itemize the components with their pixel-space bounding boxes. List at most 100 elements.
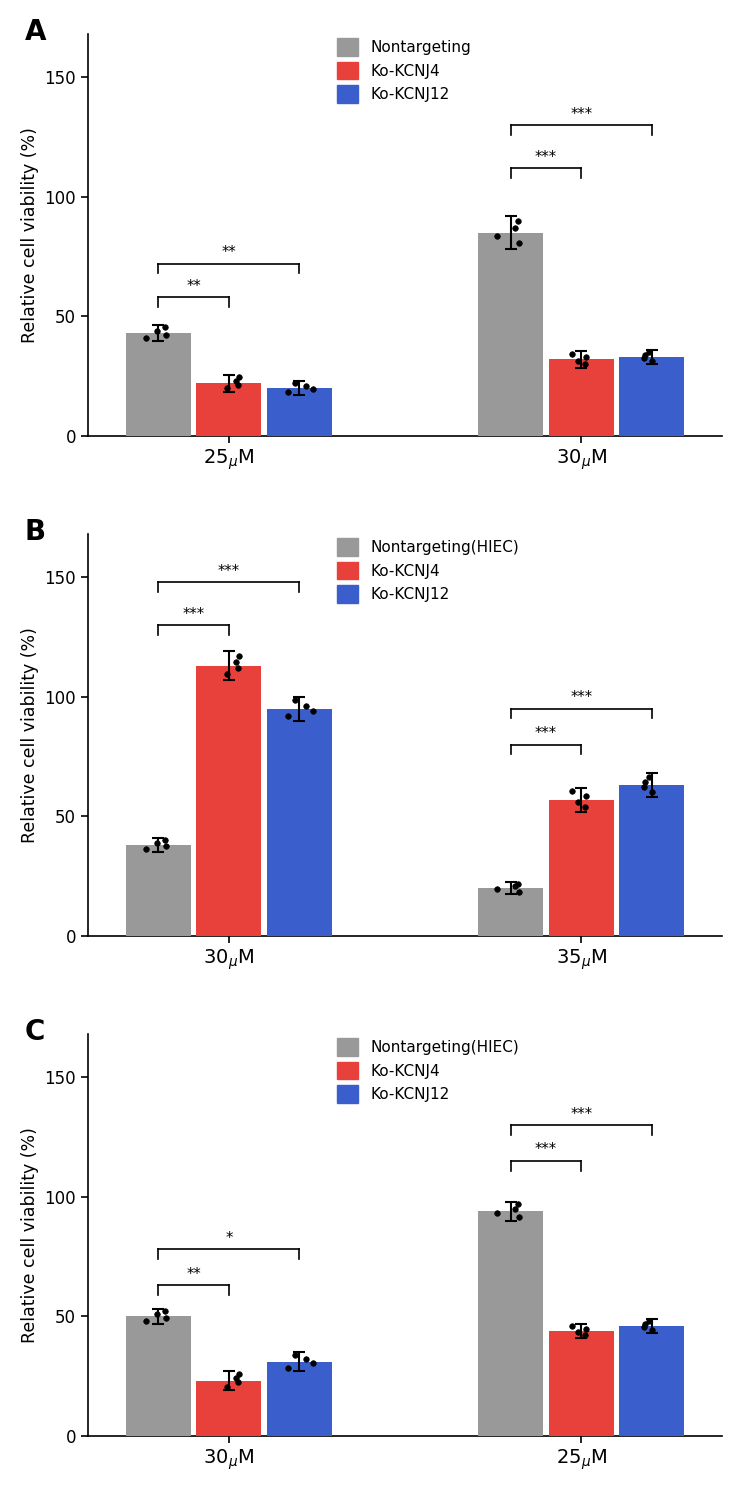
Text: ***: *** <box>535 1142 557 1157</box>
Point <box>232 1371 244 1394</box>
Point <box>572 1320 584 1344</box>
Bar <box>549 360 614 436</box>
Point <box>160 1305 172 1329</box>
Point <box>282 1356 294 1380</box>
Point <box>513 1205 525 1229</box>
Bar <box>196 1381 262 1436</box>
Point <box>300 375 312 399</box>
Text: **: ** <box>221 245 236 260</box>
Point <box>230 649 241 673</box>
Point <box>233 643 245 667</box>
Point <box>638 1315 650 1339</box>
Point <box>230 1366 241 1390</box>
Text: ***: *** <box>183 606 204 621</box>
Point <box>300 1347 312 1371</box>
Text: C: C <box>25 1018 45 1047</box>
Point <box>643 764 655 788</box>
Point <box>307 699 319 723</box>
Text: *: * <box>225 1230 233 1245</box>
Point <box>307 1351 319 1375</box>
Bar <box>619 1326 684 1436</box>
Point <box>491 224 503 248</box>
Point <box>151 320 163 343</box>
Point <box>159 315 171 339</box>
Bar <box>126 845 191 936</box>
Point <box>638 346 650 370</box>
Bar <box>478 1211 543 1436</box>
Text: A: A <box>25 18 46 46</box>
Point <box>140 1309 152 1333</box>
Point <box>572 790 584 814</box>
Text: ***: *** <box>570 1106 592 1121</box>
Bar <box>549 1330 614 1436</box>
Point <box>140 325 152 349</box>
Point <box>509 1197 521 1221</box>
Point <box>160 322 172 346</box>
Point <box>512 872 524 896</box>
Point <box>580 1317 592 1341</box>
Point <box>509 875 521 899</box>
Point <box>580 784 592 808</box>
Point <box>232 657 244 681</box>
Point <box>221 663 233 687</box>
Point <box>289 1344 301 1368</box>
Bar <box>619 357 684 436</box>
Point <box>638 775 650 799</box>
Bar <box>196 384 262 436</box>
Text: **: ** <box>186 1266 201 1281</box>
Point <box>580 352 591 376</box>
Point <box>151 1302 163 1326</box>
Bar <box>267 388 331 436</box>
Bar <box>619 785 684 936</box>
Point <box>512 209 524 233</box>
Bar <box>267 709 331 936</box>
Point <box>565 779 577 803</box>
Bar <box>549 800 614 936</box>
Bar <box>126 1317 191 1436</box>
Text: ***: *** <box>535 149 557 164</box>
Point <box>307 378 319 402</box>
Point <box>643 340 655 364</box>
Point <box>491 876 503 900</box>
Point <box>232 373 244 397</box>
Point <box>572 349 584 373</box>
Text: ***: *** <box>570 106 592 121</box>
Point <box>233 366 245 390</box>
Point <box>639 343 651 367</box>
Bar <box>478 233 543 436</box>
Bar <box>126 333 191 436</box>
Point <box>221 376 233 400</box>
Point <box>159 829 171 853</box>
Point <box>289 688 301 712</box>
Legend: Nontargeting(HIEC), Ko-KCNJ4, Ko-KCNJ12: Nontargeting(HIEC), Ko-KCNJ4, Ko-KCNJ12 <box>337 537 519 603</box>
Point <box>509 216 521 240</box>
Point <box>580 794 591 818</box>
Y-axis label: Relative cell viability (%): Relative cell viability (%) <box>21 1127 39 1344</box>
Point <box>151 832 163 855</box>
Bar <box>478 888 543 936</box>
Legend: Nontargeting(HIEC), Ko-KCNJ4, Ko-KCNJ12: Nontargeting(HIEC), Ko-KCNJ4, Ko-KCNJ12 <box>337 1038 519 1103</box>
Point <box>639 770 651 794</box>
Point <box>580 1323 591 1347</box>
Point <box>221 1375 233 1399</box>
Text: ***: *** <box>218 563 240 579</box>
Point <box>282 705 294 729</box>
Point <box>580 345 592 369</box>
Point <box>646 781 658 805</box>
Legend: Nontargeting, Ko-KCNJ4, Ko-KCNJ12: Nontargeting, Ko-KCNJ4, Ko-KCNJ12 <box>337 37 471 103</box>
Point <box>289 372 301 396</box>
Text: B: B <box>25 518 45 546</box>
Bar <box>196 666 262 936</box>
Point <box>159 1299 171 1323</box>
Point <box>233 1362 245 1386</box>
Y-axis label: Relative cell viability (%): Relative cell viability (%) <box>21 627 39 844</box>
Text: ***: *** <box>535 726 557 741</box>
Point <box>512 1193 524 1217</box>
Point <box>300 694 312 718</box>
Point <box>639 1312 651 1336</box>
Point <box>513 231 525 255</box>
Point <box>565 342 577 366</box>
Point <box>565 1314 577 1338</box>
Point <box>140 838 152 861</box>
Point <box>646 349 658 373</box>
